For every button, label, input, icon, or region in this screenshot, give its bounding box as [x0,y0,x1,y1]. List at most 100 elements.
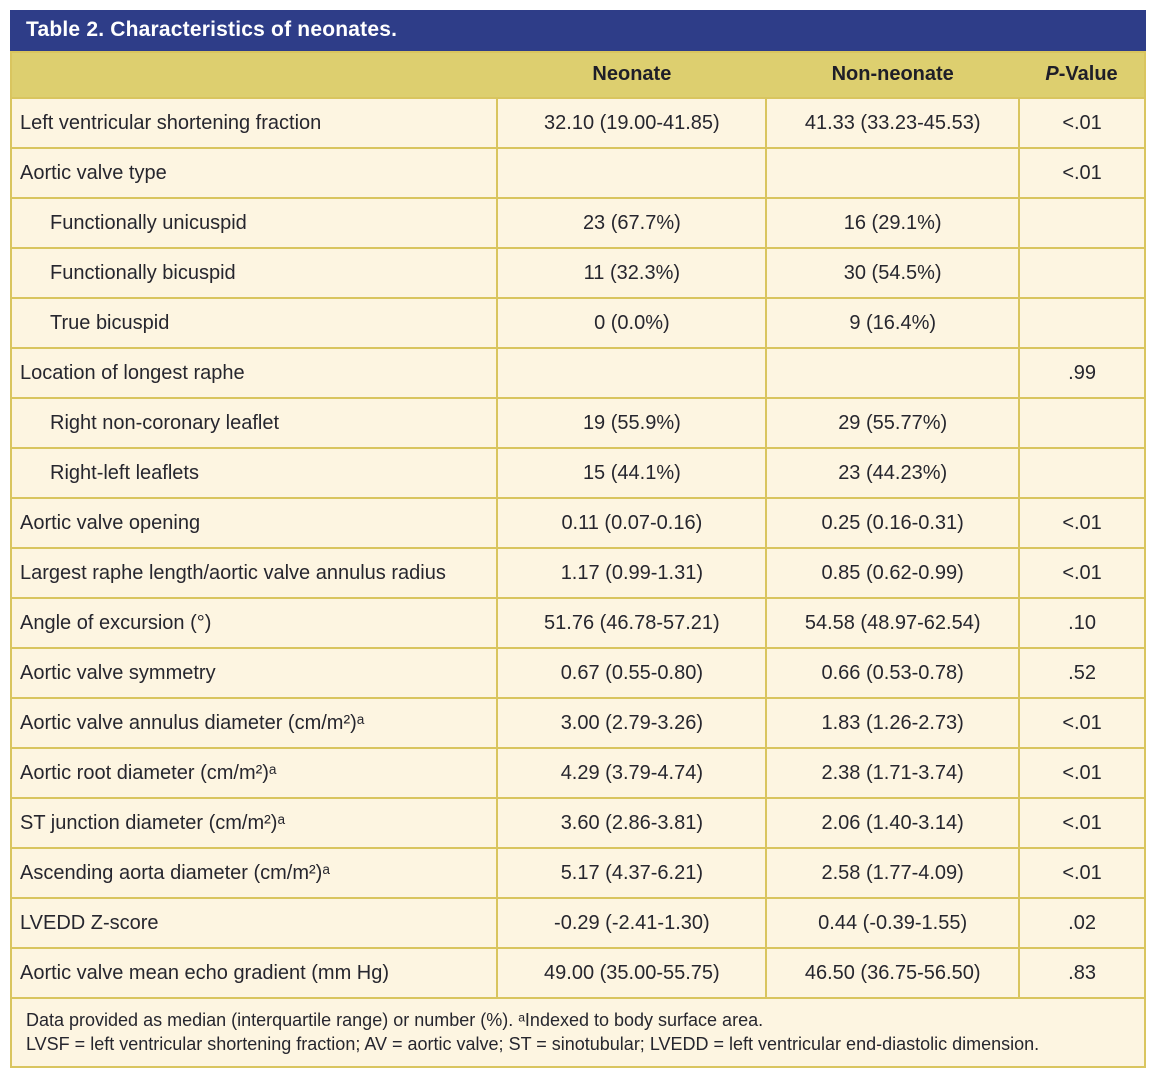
table-row: Aortic valve opening 0.11 (0.07-0.16) 0.25… [9,497,1146,549]
cell-neonate: -0.29 (-2.41-1.30) [496,897,768,949]
cell-non_neonate: 0.44 (-0.39-1.55) [765,897,1021,949]
row-label: Aortic valve opening [9,497,499,549]
row-label: Aortic valve annulus diameter (cm/m²)ᵃ [9,697,499,749]
cell-non_neonate: 2.06 (1.40-3.14) [765,797,1021,849]
cell-p [1018,197,1146,249]
characteristics-table: Neonate Non-neonate P-Value Left ventricul… [9,51,1146,1068]
table-row: Aortic valve symmetry 0.67 (0.55-0.80) 0.6… [9,647,1146,699]
row-label: Right-left leaflets [9,447,499,499]
p-italic: P [1045,63,1059,85]
cell-p: <.01 [1018,147,1146,199]
cell-neonate [496,147,768,199]
cell-p: <.01 [1018,747,1146,799]
cell-non_neonate: 54.58 (48.97-62.54) [765,597,1021,649]
table-row: Aortic valve annulus diameter (cm/m²)ᵃ 3.… [9,697,1146,749]
cell-neonate: 23 (67.7%) [496,197,768,249]
row-label: Largest raphe length/aortic valve annulu… [9,547,499,599]
column-header-label [11,52,498,98]
table-row: Angle of excursion (°) 51.76 (46.78-57.21… [9,597,1146,649]
cell-p [1018,397,1146,449]
cell-p: <.01 [1018,697,1146,749]
table-row: LVEDD Z-score -0.29 (-2.41-1.30) 0.44 (-0.… [9,897,1146,949]
table-row: Aortic root diameter (cm/m²)ᵃ 4.29 (3.79-… [9,747,1146,799]
row-label: Angle of excursion (°) [9,597,499,649]
cell-neonate: 0 (0.0%) [496,297,768,349]
footnotes-cell: Data provided as median (interquartile r… [10,996,1146,1068]
table-header: Neonate Non-neonate P-Value [11,52,1145,98]
table-row: Aortic valve mean echo gradient (mm Hg) 4… [9,947,1146,999]
cell-neonate: 0.11 (0.07-0.16) [496,497,768,549]
row-label: Right non-coronary leaflet [9,397,499,449]
cell-neonate: 19 (55.9%) [496,397,768,449]
column-header-non_neonate: Non-neonate [766,52,1020,98]
table-body: Left ventricular shortening fraction 32.1… [9,97,1146,999]
cell-p [1018,247,1146,299]
cell-p: .83 [1018,947,1146,999]
page: Table 2. Characteristics of neonates. Ne… [9,10,1146,1068]
cell-neonate [496,347,768,399]
footnote-line-1: Data provided as median (interquartile r… [26,1010,764,1030]
table-row: Functionally unicuspid 23 (67.7%) 16 (29.1… [9,197,1146,249]
table-row: Functionally bicuspid 11 (32.3%) 30 (54.5%… [9,247,1146,299]
table-row: Right non-coronary leaflet 19 (55.9%) 29 (… [9,397,1146,449]
cell-non_neonate [765,347,1021,399]
cell-non_neonate: 2.38 (1.71-3.74) [765,747,1021,799]
table-row: True bicuspid 0 (0.0%) 9 (16.4%) [9,297,1146,349]
cell-p [1018,447,1146,499]
cell-non_neonate: 16 (29.1%) [765,197,1021,249]
column-header-p: P-Value [1019,52,1145,98]
cell-neonate: 3.60 (2.86-3.81) [496,797,768,849]
row-label: ST junction diameter (cm/m²)ᵃ [9,797,499,849]
row-label: Functionally bicuspid [9,247,499,299]
cell-non_neonate: 0.25 (0.16-0.31) [765,497,1021,549]
cell-non_neonate: 23 (44.23%) [765,447,1021,499]
cell-p: .99 [1018,347,1146,399]
cell-neonate: 4.29 (3.79-4.74) [496,747,768,799]
row-label: LVEDD Z-score [9,897,499,949]
row-label: Location of longest raphe [9,347,499,399]
cell-p: <.01 [1018,497,1146,549]
row-label: Aortic valve mean echo gradient (mm Hg) [9,947,499,999]
cell-neonate: 51.76 (46.78-57.21) [496,597,768,649]
cell-non_neonate: 46.50 (36.75-56.50) [765,947,1021,999]
table-2-container: Table 2. Characteristics of neonates. Ne… [9,10,1146,1068]
table-row: Left ventricular shortening fraction 32.1… [9,97,1146,149]
table-row: Ascending aorta diameter (cm/m²)ᵃ 5.17 (4… [9,847,1146,899]
cell-non_neonate: 2.58 (1.77-4.09) [765,847,1021,899]
cell-non_neonate: 0.66 (0.53-0.78) [765,647,1021,699]
table-row: Largest raphe length/aortic valve annulu… [9,547,1146,599]
footer-row: Data provided as median (interquartile r… [10,996,1146,1068]
row-label: Aortic valve symmetry [9,647,499,699]
cell-non_neonate: 41.33 (33.23-45.53) [765,97,1021,149]
cell-p: .52 [1018,647,1146,699]
table-footer: Data provided as median (interquartile r… [10,996,1146,1068]
cell-neonate: 15 (44.1%) [496,447,768,499]
row-label: Functionally unicuspid [9,197,499,249]
cell-neonate: 1.17 (0.99-1.31) [496,547,768,599]
cell-non_neonate: 1.83 (1.26-2.73) [765,697,1021,749]
footnote-line-2: LVSF = left ventricular shortening fract… [26,1034,1040,1055]
table-row: ST junction diameter (cm/m²)ᵃ 3.60 (2.86-… [9,797,1146,849]
cell-p: <.01 [1018,847,1146,899]
cell-neonate: 5.17 (4.37-6.21) [496,847,768,899]
cell-p: <.01 [1018,797,1146,849]
table-row: Right-left leaflets 15 (44.1%) 23 (44.23%) [9,447,1146,499]
cell-neonate: 0.67 (0.55-0.80) [496,647,768,699]
column-header-neonate: Neonate [497,52,767,98]
cell-neonate: 3.00 (2.79-3.26) [496,697,768,749]
cell-non_neonate: 30 (54.5%) [765,247,1021,299]
cell-non_neonate: 9 (16.4%) [765,297,1021,349]
row-label: Ascending aorta diameter (cm/m²)ᵃ [9,847,499,899]
cell-neonate: 32.10 (19.00-41.85) [496,97,768,149]
row-label: True bicuspid [9,297,499,349]
row-label: Aortic root diameter (cm/m²)ᵃ [9,747,499,799]
cell-p: .02 [1018,897,1146,949]
cell-neonate: 11 (32.3%) [496,247,768,299]
cell-p: <.01 [1018,97,1146,149]
header-row: Neonate Non-neonate P-Value [11,52,1145,98]
row-label: Left ventricular shortening fraction [9,97,499,149]
cell-p [1018,297,1146,349]
cell-p: .10 [1018,597,1146,649]
cell-non_neonate [765,147,1021,199]
cell-neonate: 49.00 (35.00-55.75) [496,947,768,999]
